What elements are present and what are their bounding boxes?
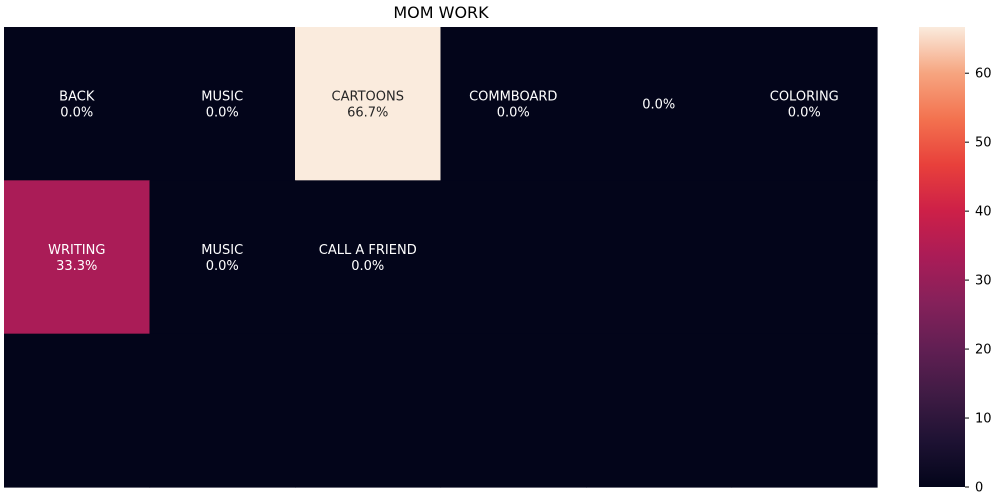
cell-annotation-r0-c4: 0.0% [642, 98, 675, 113]
cell-value: 0.0% [788, 106, 821, 121]
colorbar-tick-label-20: 20 [975, 343, 992, 358]
colorbar-tick-label-30: 30 [975, 274, 992, 289]
cell-label: CALL A FRIEND [319, 243, 417, 258]
heatmap-cell-r1-c3 [440, 180, 587, 335]
cell-annotation-r1-c0: WRITING 33.3% [48, 243, 105, 274]
heatmap-cell-r2-c2 [295, 333, 442, 488]
heatmap-cell-r1-c5 [731, 180, 878, 335]
cell-value: 0.0% [60, 106, 93, 121]
cell-annotation-r0-c5: COLORING 0.0% [770, 90, 839, 121]
heatmap-annotations: BACK 0.0%MUSIC 0.0%CARTOONS 66.7%COMMBOARD 0… [48, 90, 839, 274]
cell-label: CARTOONS [332, 90, 404, 105]
colorbar-tick-label-40: 40 [975, 205, 992, 220]
cell-annotation-r1-c1: MUSIC 0.0% [201, 243, 243, 274]
heatmap-cell-r0-c5 [731, 27, 878, 181]
cell-value: 0.0% [642, 98, 675, 113]
heatmap-cell-r0-c1 [149, 27, 296, 181]
cell-annotation-r0-c0: BACK 0.0% [59, 90, 95, 121]
cell-value: 0.0% [497, 106, 530, 121]
heatmap-cell-r2-c0 [4, 333, 151, 488]
cell-label: BACK [59, 90, 95, 105]
heatmap-cell-r2-c1 [149, 333, 296, 488]
chart-title: MOM WORK [393, 3, 489, 22]
cell-value: 0.0% [351, 259, 384, 274]
cell-annotation-r0-c3: COMMBOARD 0.0% [469, 90, 557, 121]
heatmap-cell-r1-c1 [149, 180, 296, 335]
heatmap-cell-r0-c4 [586, 27, 733, 181]
heatmap-cell-r2-c3 [440, 333, 587, 488]
colorbar-tick-label-10: 10 [975, 412, 992, 427]
cell-label: WRITING [48, 243, 105, 258]
heatmap-cell-r0-c3 [440, 27, 587, 181]
heatmap-cells [4, 27, 878, 488]
colorbar-tick-label-60: 60 [975, 67, 992, 82]
cell-value: 0.0% [206, 259, 239, 274]
cell-label: MUSIC [201, 243, 243, 258]
heatmap-cell-r0-c2 [295, 27, 442, 181]
colorbar-gradient [919, 27, 965, 487]
colorbar-tick-label-0: 0 [975, 481, 983, 496]
cell-value: 66.7% [347, 106, 388, 121]
colorbar-tick-label-50: 50 [975, 136, 992, 151]
heatmap-cell-r2-c4 [586, 333, 733, 488]
cell-annotation-r0-c1: MUSIC 0.0% [201, 90, 243, 121]
cell-label: COMMBOARD [469, 90, 557, 105]
colorbar: 0 10 20 30 40 50 60 [919, 27, 992, 496]
cell-label: COLORING [770, 90, 839, 105]
heatmap-cell-r2-c5 [731, 333, 878, 488]
cell-value: 0.0% [206, 106, 239, 121]
cell-value: 33.3% [56, 259, 97, 274]
cell-label: MUSIC [201, 90, 243, 105]
cell-annotation-r0-c2: CARTOONS 66.7% [332, 90, 404, 121]
heatmap-cell-r0-c0 [4, 27, 151, 181]
heatmap-cell-r1-c4 [586, 180, 733, 335]
heatmap-cell-r1-c0 [4, 180, 151, 335]
heatmap-cell-r1-c2 [295, 180, 442, 335]
cell-annotation-r1-c2: CALL A FRIEND 0.0% [319, 243, 417, 274]
